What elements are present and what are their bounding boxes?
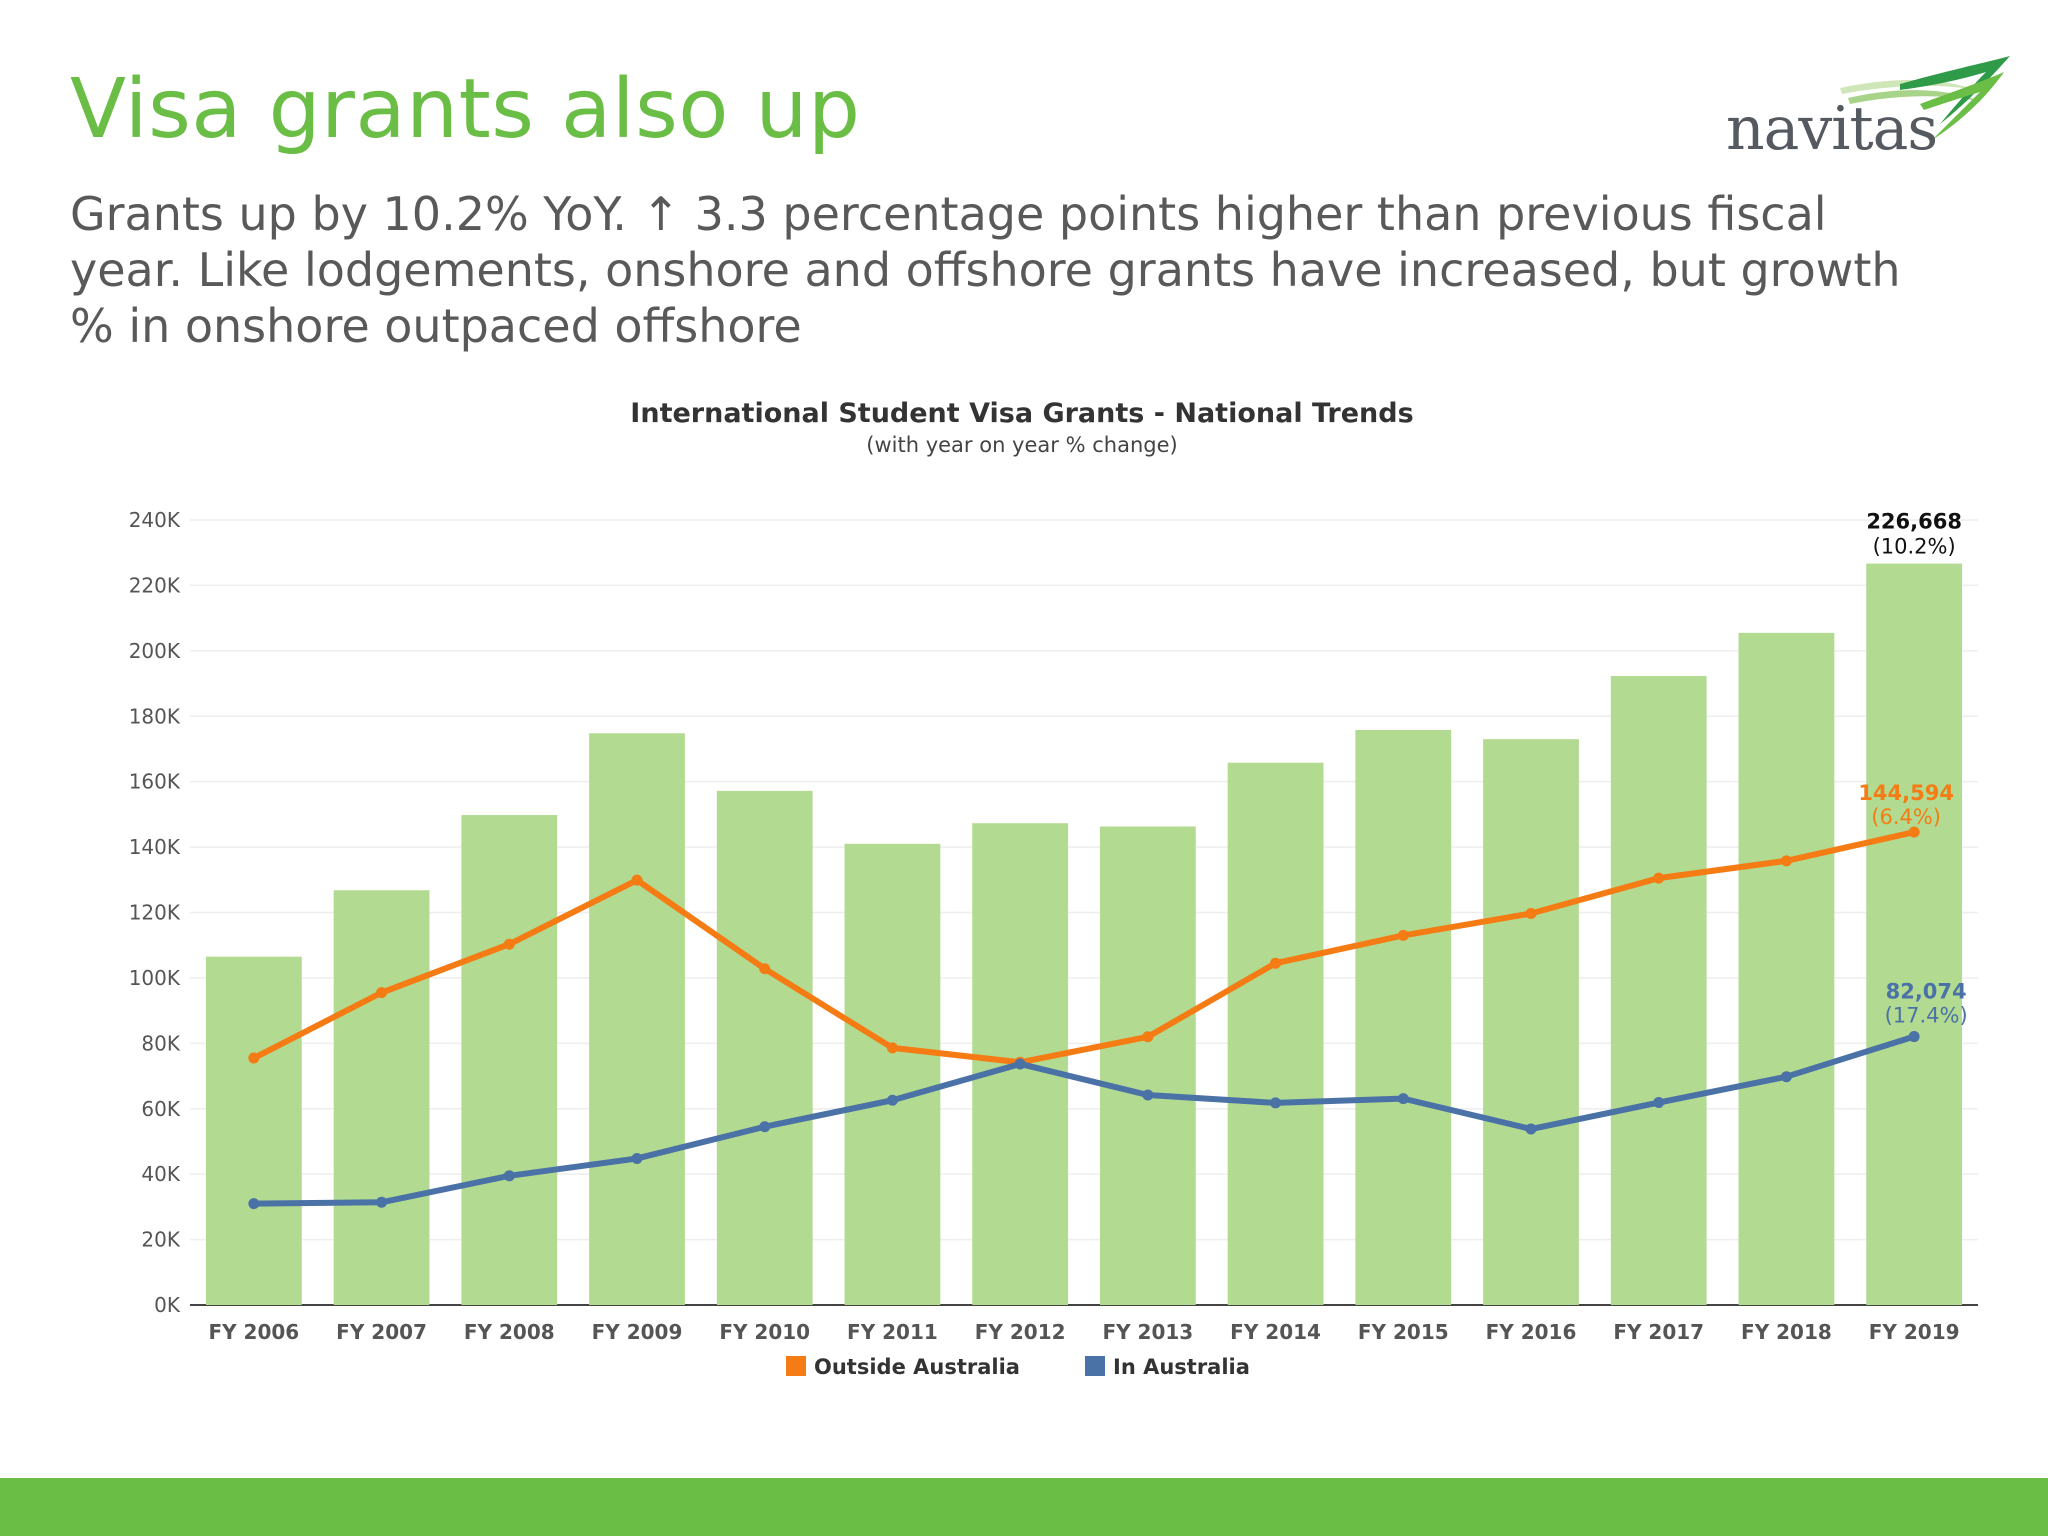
point-inside — [759, 1121, 771, 1133]
point-outside — [503, 938, 515, 950]
point-inside — [1525, 1123, 1537, 1135]
inside-pct-label: (17.4%) — [1885, 1004, 1968, 1028]
point-inside — [1780, 1071, 1792, 1083]
point-inside — [1908, 1031, 1920, 1043]
bar-total — [1738, 632, 1835, 1305]
chart-title: International Student Visa Grants - Nati… — [630, 398, 1413, 429]
point-outside — [248, 1052, 260, 1064]
point-inside — [1270, 1097, 1282, 1109]
x-tick-label: FY 2015 — [1358, 1320, 1449, 1344]
total-value-label: 226,668 — [1866, 510, 1962, 534]
bar-total — [716, 790, 813, 1305]
footer-bar — [0, 1478, 2048, 1536]
logo-wordmark: navitas — [1726, 94, 1938, 164]
y-tick-label: 40K — [141, 1162, 180, 1186]
total-pct-label: (10.2%) — [1873, 535, 1956, 559]
annotations: 226,668(10.2%) 144,594(6.4%) 82,074(17.4%) — [1858, 510, 1967, 1028]
point-outside — [376, 987, 388, 999]
line-series — [248, 826, 1920, 1210]
legend-label: In Australia — [1113, 1355, 1250, 1379]
legend-swatch — [1085, 1356, 1105, 1376]
point-outside — [1780, 855, 1792, 867]
point-outside — [1525, 907, 1537, 919]
legend-label: Outside Australia — [814, 1355, 1020, 1379]
point-outside — [1270, 957, 1282, 969]
bar-total — [844, 843, 941, 1305]
page-subtitle: Grants up by 10.2% YoY. ↑ 3.3 percentage… — [70, 187, 1901, 353]
y-tick-label: 80K — [141, 1031, 180, 1055]
bar-total — [333, 890, 430, 1305]
x-tick-label: FY 2017 — [1613, 1320, 1704, 1344]
line-outside — [250, 829, 1918, 1066]
x-tick-label: FY 2011 — [847, 1320, 938, 1344]
point-inside — [1014, 1058, 1026, 1070]
point-outside — [1397, 929, 1409, 941]
point-inside — [886, 1094, 898, 1106]
inside-value-label: 82,074 — [1886, 980, 1967, 1004]
x-tick-label: FY 2006 — [208, 1320, 299, 1344]
point-inside — [248, 1198, 260, 1210]
point-inside — [631, 1152, 643, 1164]
x-tick-label: FY 2007 — [336, 1320, 427, 1344]
point-inside — [376, 1196, 388, 1208]
y-tick-label: 220K — [129, 573, 181, 597]
bar-total — [1355, 729, 1452, 1305]
y-tick-label: 0K — [154, 1293, 181, 1317]
y-tick-label: 100K — [129, 966, 181, 990]
y-tick-label: 240K — [129, 508, 181, 532]
point-outside — [886, 1042, 898, 1054]
point-outside — [759, 963, 771, 975]
bar-series — [205, 563, 1963, 1305]
page-title: Visa grants also up — [70, 62, 861, 157]
bar-total — [205, 956, 302, 1305]
bar-total — [1227, 762, 1324, 1305]
chart-subtitle: (with year on year % change) — [866, 433, 1177, 457]
bar-total — [1610, 676, 1707, 1305]
outside-pct-label: (6.4%) — [1871, 805, 1941, 829]
x-tick-label: FY 2018 — [1741, 1320, 1832, 1344]
x-tick-label: FY 2010 — [719, 1320, 810, 1344]
x-tick-label: FY 2009 — [592, 1320, 683, 1344]
bar-total — [1866, 563, 1963, 1305]
y-tick-label: 20K — [141, 1228, 180, 1252]
x-tick-label: FY 2013 — [1102, 1320, 1193, 1344]
y-tick-label: 120K — [129, 901, 181, 925]
x-tick-label: FY 2019 — [1869, 1320, 1960, 1344]
point-inside — [503, 1170, 515, 1182]
point-outside — [1908, 826, 1920, 838]
bar-total — [1099, 826, 1196, 1305]
y-tick-label: 180K — [129, 704, 181, 728]
point-inside — [1397, 1093, 1409, 1105]
y-tick-label: 60K — [141, 1097, 180, 1121]
outside-value-label: 144,594 — [1858, 781, 1954, 805]
point-outside — [1653, 872, 1665, 884]
y-tick-label: 200K — [129, 639, 181, 663]
bar-total — [461, 815, 558, 1305]
legend-swatch — [786, 1356, 806, 1376]
swoosh-logo-icon — [1840, 56, 2010, 140]
x-tick-label: FY 2008 — [464, 1320, 555, 1344]
x-tick-label: FY 2012 — [975, 1320, 1066, 1344]
legend: Outside Australia In Australia — [786, 1355, 1250, 1379]
navitas-logo: navitas — [1720, 54, 2020, 164]
x-axis: FY 2006 FY 2007 FY 2008 FY 2009 FY 2010 FY 20… — [208, 1320, 1959, 1344]
point-inside — [1653, 1097, 1665, 1109]
point-outside — [1142, 1031, 1154, 1043]
y-tick-label: 140K — [129, 835, 181, 859]
y-axis: 0K 20K 40K 60K 80K 100K 120K 140K 160K 180K 200K 22… — [129, 508, 181, 1317]
line-inside — [250, 1033, 1918, 1207]
x-tick-label: FY 2016 — [1486, 1320, 1577, 1344]
x-tick-label: FY 2014 — [1230, 1320, 1321, 1344]
point-outside — [631, 874, 643, 886]
bar-total — [1483, 739, 1579, 1305]
visa-grants-chart: International Student Visa Grants - Nati… — [129, 398, 1978, 1379]
point-inside — [1142, 1089, 1154, 1101]
bar-total — [589, 733, 685, 1305]
y-tick-label: 160K — [129, 770, 181, 794]
